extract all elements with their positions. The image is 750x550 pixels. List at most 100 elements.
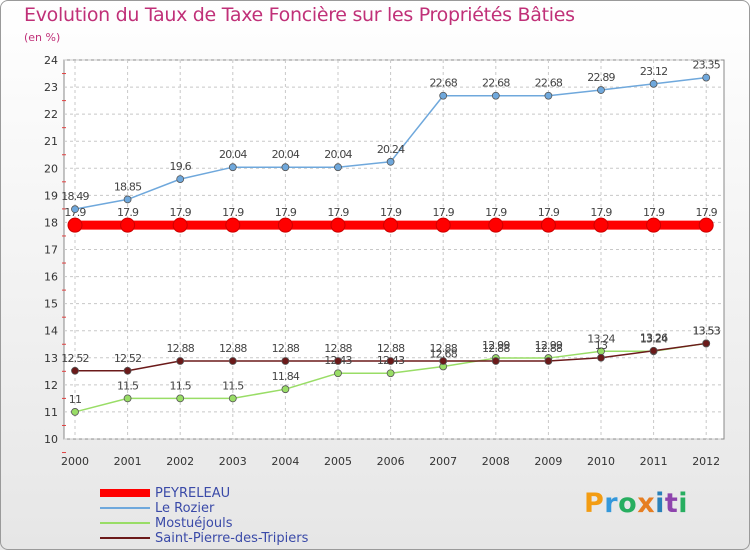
data-point <box>698 217 714 233</box>
data-point <box>176 175 185 184</box>
data-label: 19.6 <box>170 160 192 173</box>
data-point <box>597 353 605 362</box>
data-point <box>67 217 83 233</box>
data-point <box>281 163 290 172</box>
data-point <box>649 346 658 355</box>
logo-letter: i <box>655 488 665 519</box>
data-label: 13 <box>595 339 608 352</box>
x-tick-label: 2011 <box>640 455 668 468</box>
legend-label: Le Rozier <box>155 501 215 516</box>
data-point <box>71 408 79 416</box>
data-label: 17.9 <box>485 206 507 219</box>
data-point <box>386 357 395 365</box>
x-tick-label: 2008 <box>482 455 510 468</box>
data-label: 20.04 <box>272 148 300 161</box>
legend-label: Mostuéjouls <box>155 516 233 531</box>
y-tick-label: 19 <box>44 189 58 202</box>
logo-letter: o <box>618 488 638 519</box>
data-point <box>544 91 553 100</box>
x-tick-label: 2007 <box>429 455 457 468</box>
data-label: 13.26 <box>640 332 668 345</box>
data-label: 12.88 <box>535 342 563 355</box>
y-tick-label: 18 <box>44 216 58 229</box>
data-point <box>277 217 293 233</box>
data-point <box>123 195 132 204</box>
data-label: 11.5 <box>222 379 244 392</box>
data-point <box>176 357 185 365</box>
data-point <box>491 357 500 365</box>
data-label: 13.24 <box>587 332 615 345</box>
y-tick-label: 21 <box>44 135 58 148</box>
data-label: 12.99 <box>535 339 563 352</box>
data-point <box>281 357 290 365</box>
y-tick-label: 22 <box>44 108 58 121</box>
data-point <box>649 79 658 88</box>
data-point <box>228 357 237 365</box>
data-label: 12.52 <box>114 352 142 365</box>
data-point <box>228 163 237 172</box>
logo-letter: i <box>678 488 689 519</box>
data-label: 17.9 <box>170 206 192 219</box>
data-point <box>544 357 553 365</box>
data-point <box>71 205 79 214</box>
x-tick-label: 2009 <box>534 455 562 468</box>
y-tick-label: 11 <box>44 406 58 419</box>
data-point <box>439 91 448 100</box>
y-tick-label: 14 <box>44 325 58 338</box>
data-label: 13.53 <box>692 324 720 337</box>
data-point <box>386 157 395 166</box>
y-tick-label: 10 <box>44 433 58 446</box>
x-tick-label: 2005 <box>324 455 352 468</box>
data-label: 12.88 <box>272 342 300 355</box>
y-tick-label: 20 <box>44 162 58 175</box>
data-label: 18.85 <box>114 180 142 193</box>
data-label: 22.68 <box>535 77 563 90</box>
data-point <box>225 217 241 233</box>
data-label: 17.9 <box>433 206 455 219</box>
chart-title: Evolution du Taux de Taxe Foncière sur l… <box>24 4 575 26</box>
data-label: 22.68 <box>482 77 510 90</box>
data-point <box>176 394 185 403</box>
data-point <box>334 163 342 172</box>
data-label: 17.9 <box>380 206 402 219</box>
data-label: 12.88 <box>482 342 510 355</box>
data-point <box>123 366 132 375</box>
data-label: 20.04 <box>219 148 247 161</box>
data-point <box>702 73 711 82</box>
data-label: 12.88 <box>377 342 405 355</box>
data-label: 18.49 <box>61 190 89 203</box>
data-point <box>172 217 188 233</box>
data-label: 17.9 <box>275 206 297 219</box>
y-tick-label: 23 <box>44 81 58 94</box>
legend-swatch <box>100 489 150 497</box>
data-label: 12.88 <box>166 342 194 355</box>
data-label: 12.68 <box>429 347 457 360</box>
data-label: 12.88 <box>429 342 457 355</box>
legend-swatch <box>100 507 150 509</box>
legend-label: Saint-Pierre-des-Tripiers <box>155 531 309 546</box>
x-tick-label: 2006 <box>377 455 405 468</box>
legend-label: PEYRELEAU <box>155 486 231 501</box>
data-point <box>281 385 290 394</box>
x-tick-label: 2004 <box>271 455 299 468</box>
y-tick-label: 16 <box>44 271 58 284</box>
logo-letter: P <box>584 488 605 519</box>
data-point <box>330 217 346 233</box>
data-label: 11 <box>69 393 81 406</box>
y-axis-unit: (en %) <box>24 31 61 44</box>
x-tick-label: 2010 <box>587 455 615 468</box>
data-label: 17.9 <box>538 206 560 219</box>
data-point <box>334 369 342 378</box>
data-point <box>702 339 711 348</box>
logo-letter: r <box>604 488 619 519</box>
data-point <box>386 369 395 378</box>
x-tick-label: 2001 <box>114 455 142 468</box>
data-label: 22.89 <box>587 71 615 84</box>
data-label: 12.88 <box>324 342 352 355</box>
data-point <box>228 394 237 403</box>
data-point <box>597 86 605 94</box>
x-tick-label: 2003 <box>219 455 247 468</box>
data-label: 17.9 <box>643 206 665 219</box>
data-label: 11.5 <box>170 379 192 392</box>
